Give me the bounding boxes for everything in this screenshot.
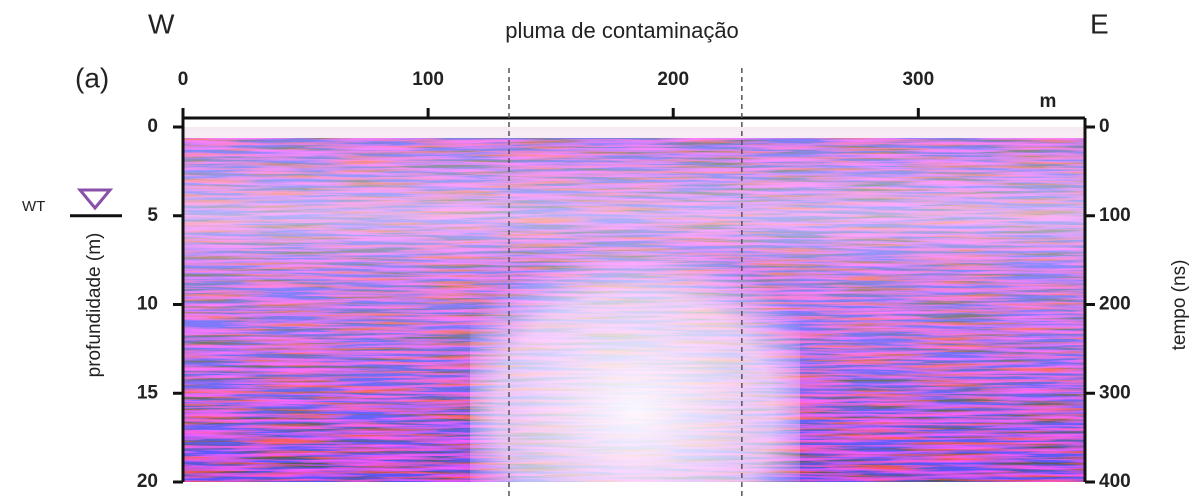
y-tick-label: 0 xyxy=(147,116,158,137)
water-table-label: WT xyxy=(22,198,45,215)
x-tick-label: 200 xyxy=(657,69,689,90)
y2-tick-label: 400 xyxy=(1099,471,1131,492)
water-table-symbol xyxy=(76,188,114,211)
x-tick-label: 0 xyxy=(178,69,189,90)
y-tick-label: 5 xyxy=(147,205,158,226)
west-label: W xyxy=(148,8,175,39)
x-unit: m xyxy=(1040,91,1057,112)
y-tick-label: 20 xyxy=(137,471,158,492)
y2-tick-label: 300 xyxy=(1099,382,1131,403)
panel-label: (a) xyxy=(75,62,109,93)
y-tick-label: 10 xyxy=(137,294,158,315)
x-tick-label: 300 xyxy=(902,69,934,90)
y2-axis-label: tempo (ns) xyxy=(1169,260,1190,351)
chart-title: pluma de contaminação xyxy=(505,18,739,43)
x-tick-label: 100 xyxy=(412,69,444,90)
y2-tick-label: 100 xyxy=(1099,205,1131,226)
y2-tick-label: 0 xyxy=(1099,116,1110,137)
radargram-image xyxy=(183,127,1085,482)
y-axis-label: profundidade (m) xyxy=(84,233,105,378)
y-tick-label: 15 xyxy=(137,382,159,403)
y2-tick-label: 200 xyxy=(1099,294,1131,315)
east-label: E xyxy=(1090,8,1109,39)
